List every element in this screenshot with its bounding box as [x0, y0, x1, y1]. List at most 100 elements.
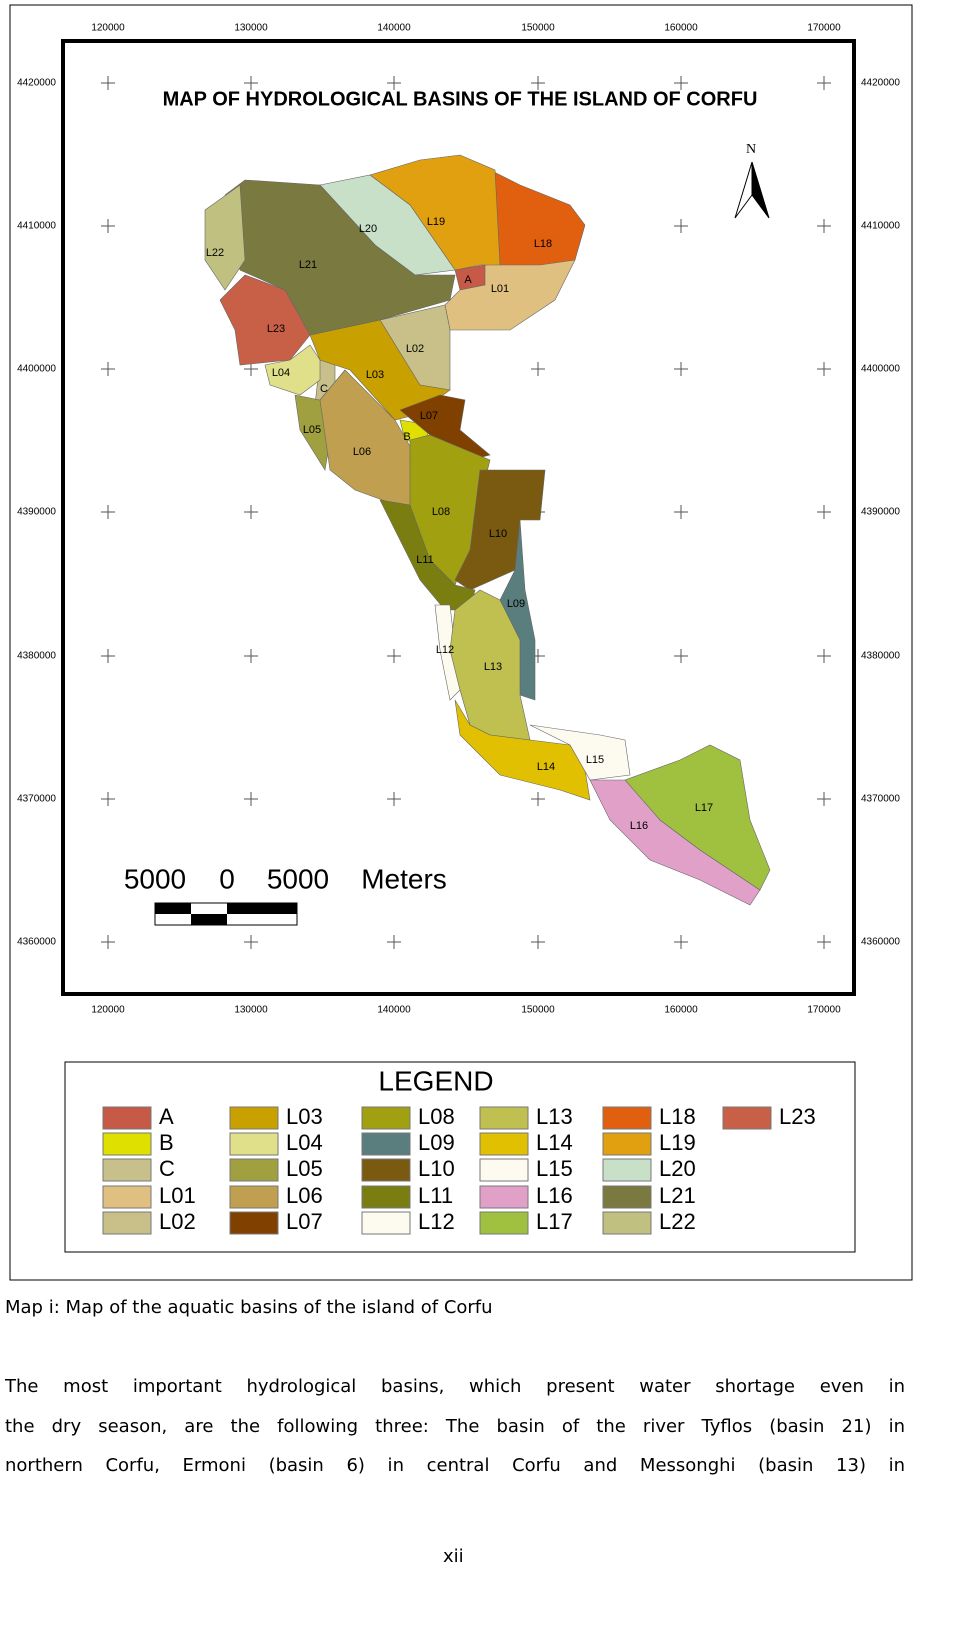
legend-label: L14	[536, 1130, 573, 1155]
x-coordinate: 150000	[521, 23, 555, 34]
basin-label: L11	[416, 554, 434, 566]
basin-label: C	[320, 383, 328, 395]
grid-cross	[244, 649, 258, 663]
legend-label: L07	[286, 1209, 323, 1234]
paragraph: The most important hydrological basins, …	[5, 1376, 905, 1495]
basin	[489, 169, 586, 266]
grid-cross	[817, 505, 831, 519]
grid-cross	[817, 362, 831, 376]
basin-label: L17	[695, 802, 713, 814]
paragraph-line: the dry season, are the following three:…	[5, 1415, 905, 1437]
y-coordinate: 4370000	[17, 794, 56, 805]
basin-label: L19	[427, 216, 445, 228]
grid-cross	[101, 362, 115, 376]
grid-cross	[387, 935, 401, 949]
basin-label: L16	[630, 820, 648, 832]
x-coordinate: 170000	[807, 1005, 841, 1016]
grid-cross	[674, 649, 688, 663]
basin-label: L05	[303, 424, 321, 436]
y-coordinate: 4360000	[861, 937, 900, 948]
grid-cross	[817, 792, 831, 806]
basin-label: L15	[586, 754, 604, 766]
basin-label: L22	[206, 247, 224, 259]
scale-bar	[227, 903, 297, 914]
grid-cross	[244, 935, 258, 949]
map-frame	[61, 39, 856, 996]
legend-label: L03	[286, 1104, 323, 1129]
legend-label: L23	[779, 1104, 816, 1129]
grid-cross	[387, 792, 401, 806]
basin-label: B	[403, 431, 410, 443]
basin-label: L23	[267, 323, 285, 335]
legend-label: L15	[536, 1156, 573, 1181]
grid-cross	[531, 76, 545, 90]
map-title: MAP OF HYDROLOGICAL BASINS OF THE ISLAND…	[163, 88, 758, 110]
legend-label: B	[159, 1130, 174, 1155]
x-coordinate: 130000	[234, 1005, 268, 1016]
x-coordinate: 120000	[91, 23, 125, 34]
scale-label: 5000	[124, 863, 186, 894]
y-coordinate: 4410000	[17, 221, 56, 232]
legend-title: LEGEND	[378, 1065, 493, 1096]
basin	[219, 274, 311, 366]
basin	[224, 179, 456, 336]
grid-cross	[817, 649, 831, 663]
legend-label: L20	[659, 1156, 696, 1181]
legend-label: L19	[659, 1130, 696, 1155]
grid-cross	[244, 505, 258, 519]
x-coordinate: 120000	[91, 1005, 125, 1016]
scale-bar	[191, 914, 227, 925]
legend-swatch	[479, 1185, 529, 1209]
y-coordinate: 4420000	[861, 78, 900, 89]
legend-swatch	[361, 1158, 411, 1182]
basin-label: L06	[353, 446, 371, 458]
grid-cross	[387, 76, 401, 90]
legend-label: L04	[286, 1130, 323, 1155]
grid-cross	[244, 792, 258, 806]
figure-border	[9, 4, 913, 1281]
grid-cross	[674, 76, 688, 90]
scale-label: 0	[219, 863, 235, 894]
grid-cross	[531, 792, 545, 806]
legend-swatch	[229, 1185, 279, 1209]
legend-label: L10	[418, 1156, 455, 1181]
legend-swatch	[479, 1106, 529, 1130]
legend-label: L18	[659, 1104, 696, 1129]
x-coordinate: 130000	[234, 23, 268, 34]
x-coordinate: 150000	[521, 1005, 555, 1016]
basin-label: L02	[406, 343, 424, 355]
legend-swatch	[479, 1132, 529, 1156]
x-coordinate: 160000	[664, 1005, 698, 1016]
basin	[499, 519, 536, 701]
grid-cross	[101, 649, 115, 663]
basin-label: L12	[436, 644, 454, 656]
paragraph-line: northern Corfu, Ermoni (basin 6) in cent…	[5, 1455, 905, 1476]
legend-swatch	[602, 1185, 652, 1209]
grid-cross	[817, 935, 831, 949]
legend-swatch	[229, 1106, 279, 1130]
basin-label: L04	[272, 367, 290, 379]
legend-label: L17	[536, 1209, 573, 1234]
legend-swatch	[102, 1132, 152, 1156]
legend-swatch	[102, 1158, 152, 1182]
y-coordinate: 4420000	[17, 78, 56, 89]
basin	[454, 699, 591, 801]
grid-cross	[101, 792, 115, 806]
grid-cross	[101, 505, 115, 519]
north-arrow	[751, 161, 770, 219]
grid-cross	[531, 935, 545, 949]
grid-cross	[244, 362, 258, 376]
legend-swatch	[361, 1185, 411, 1209]
basin-label: L20	[359, 223, 377, 235]
basin	[204, 184, 246, 291]
basin	[624, 744, 771, 891]
x-coordinate: 140000	[377, 23, 411, 34]
legend-label: L01	[159, 1183, 196, 1208]
basin-label: L08	[432, 506, 450, 518]
legend-label: L16	[536, 1183, 573, 1208]
basin-label: L09	[507, 598, 525, 610]
grid-cross	[101, 219, 115, 233]
legend-label: L06	[286, 1183, 323, 1208]
north-label: N	[746, 142, 756, 157]
legend-label: L22	[659, 1209, 696, 1234]
